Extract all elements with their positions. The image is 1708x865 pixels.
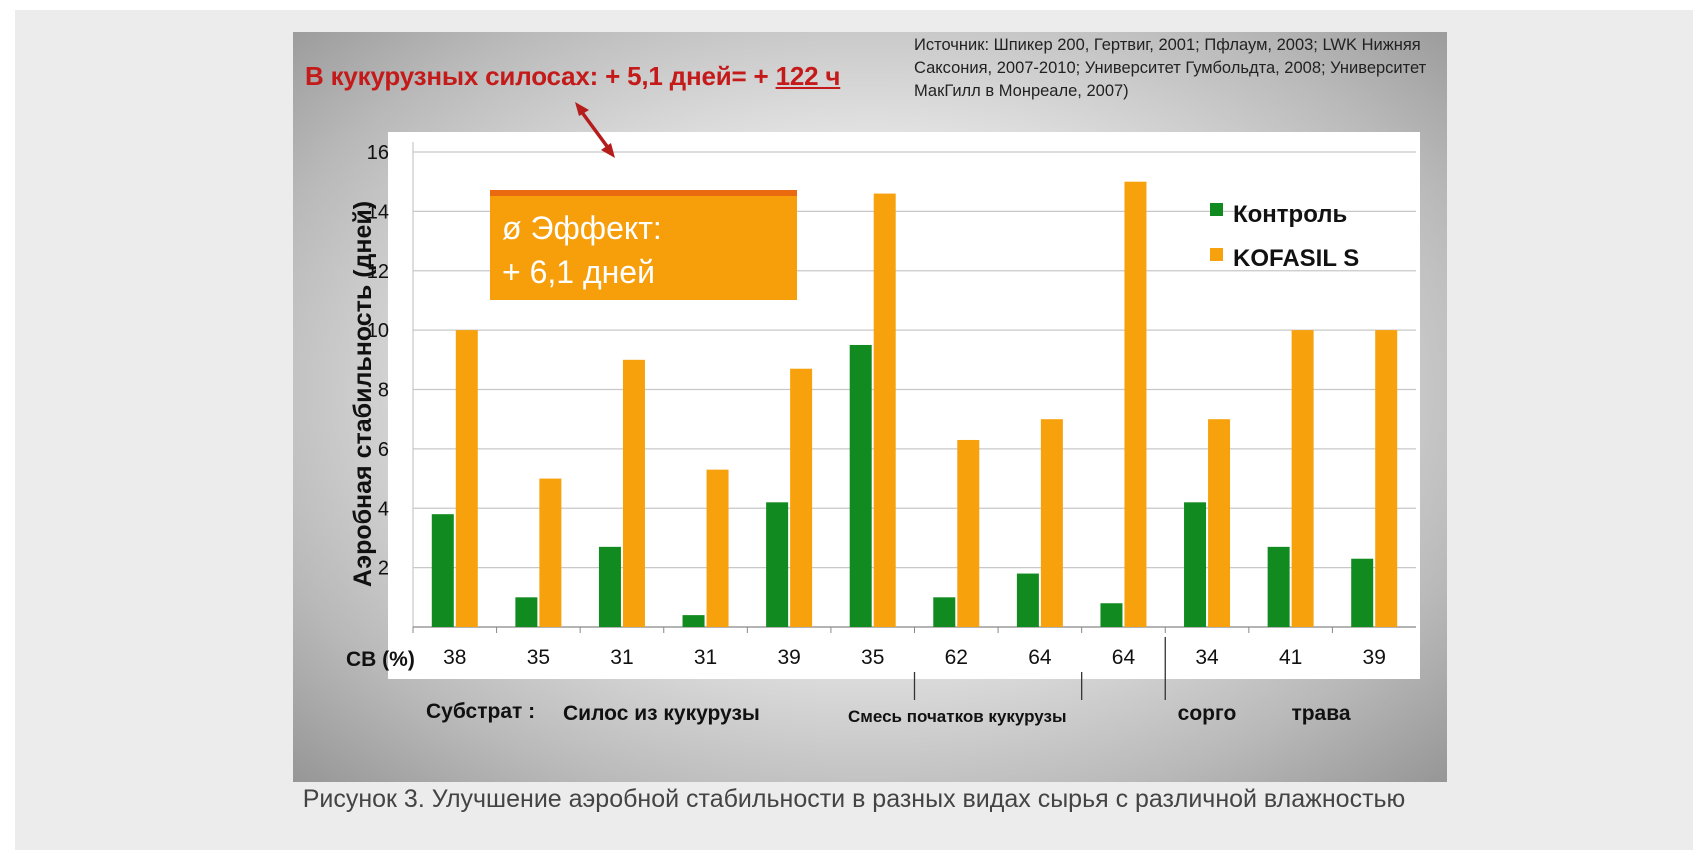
bar-kofasil [539,478,562,627]
substrate-group-label: Смесь початков кукурузы [848,707,1067,726]
arrow-head-bottom [601,143,615,158]
y-tick-label: 2 [378,558,389,580]
x-tick-label: 62 [945,646,968,669]
x-tick-label: 64 [1112,646,1136,669]
effect-box: ø Эффект: + 6,1 дней [490,190,797,300]
legend-swatch-control [1210,203,1223,216]
y-tick-label: 16 [367,142,389,164]
x-tick-label: 34 [1195,646,1219,669]
x-tick-label: 31 [694,646,717,669]
substrate-group-label: сорго [1178,702,1237,725]
effect-line-2: + 6,1 дней [502,254,655,290]
y-tick-label: 10 [367,320,389,342]
headline-arrow [579,109,611,151]
bar-kofasil [1208,419,1231,627]
legend-label-kofasil: KOFASIL S [1233,245,1359,272]
chart-slide: 2 4 6 8 10 12 14 16 38 35 31 31 39 35 62 64 64 34 41 39 СВ (… [293,32,1447,782]
x-tick-label: 35 [861,646,884,669]
bar-kofasil [706,469,729,627]
bar-control [1351,558,1374,627]
substrate-group-label: Силос из кукурузы [563,702,760,725]
figure-caption: Рисунок 3. Улучшение аэробной стабильнос… [302,785,1406,813]
bar-kofasil [455,330,478,627]
source-note: Источник: Шпикер 200, Гертвиг, 2001; Пфл… [914,36,1427,100]
y-tick-label: 14 [367,201,389,223]
bar-kofasil [1375,330,1398,627]
figure-frame: 2 4 6 8 10 12 14 16 38 35 31 31 39 35 62 64 64 34 41 39 СВ (… [15,10,1693,850]
bar-control [431,514,454,627]
legend-swatch-kofasil [1210,248,1223,261]
bar-kofasil [622,359,645,627]
x-tick-label: 39 [1363,646,1386,669]
bar-control [933,597,956,627]
bar-control [849,344,872,627]
y-tick-label: 4 [378,498,389,520]
bar-kofasil [790,368,813,627]
bar-kofasil [957,439,980,627]
bar-kofasil [873,193,896,627]
bar-kofasil [1291,330,1314,627]
substrate-label: Субстрат : [426,700,535,723]
x-tick-label: 31 [610,646,633,669]
bar-control [682,615,705,627]
bar-control [766,502,789,627]
bar-control [1267,546,1290,627]
legend-label-control: Контроль [1233,201,1347,228]
headline: В кукурузных силосах: + 5,1 дней= + 122 … [305,61,840,92]
bar-control [1184,502,1207,627]
bar-kofasil [1124,181,1147,627]
bar-control [1100,603,1123,627]
headline-hours: 122 ч [775,61,841,91]
y-axis-label: Аэробная стабильность (дней) [349,201,377,587]
substrate-group-label: трава [1291,702,1350,725]
bar-control [598,546,621,627]
bar-control [515,597,538,627]
x-tick-label: 64 [1028,646,1052,669]
x-tick-label: 41 [1279,646,1302,669]
headline-prefix: В кукурузных силосах: + 5,1 дней= + [305,61,776,91]
bar-control [1016,573,1039,627]
bar-kofasil [1040,419,1063,627]
arrow-head-top [575,102,589,116]
x-tick-label: 38 [443,646,466,669]
x-tick-label: 35 [527,646,550,669]
x-axis-label: СВ (%) [346,648,415,671]
bar-chart: 2 4 6 8 10 12 14 16 38 35 31 31 39 35 62 64 64 34 41 39 СВ (… [346,102,1416,726]
effect-line-1: ø Эффект: [502,210,662,246]
x-tick-label: 39 [777,646,800,669]
y-tick-label: 8 [378,380,389,402]
y-tick-label: 6 [378,439,389,461]
y-tick-label: 12 [367,261,389,283]
